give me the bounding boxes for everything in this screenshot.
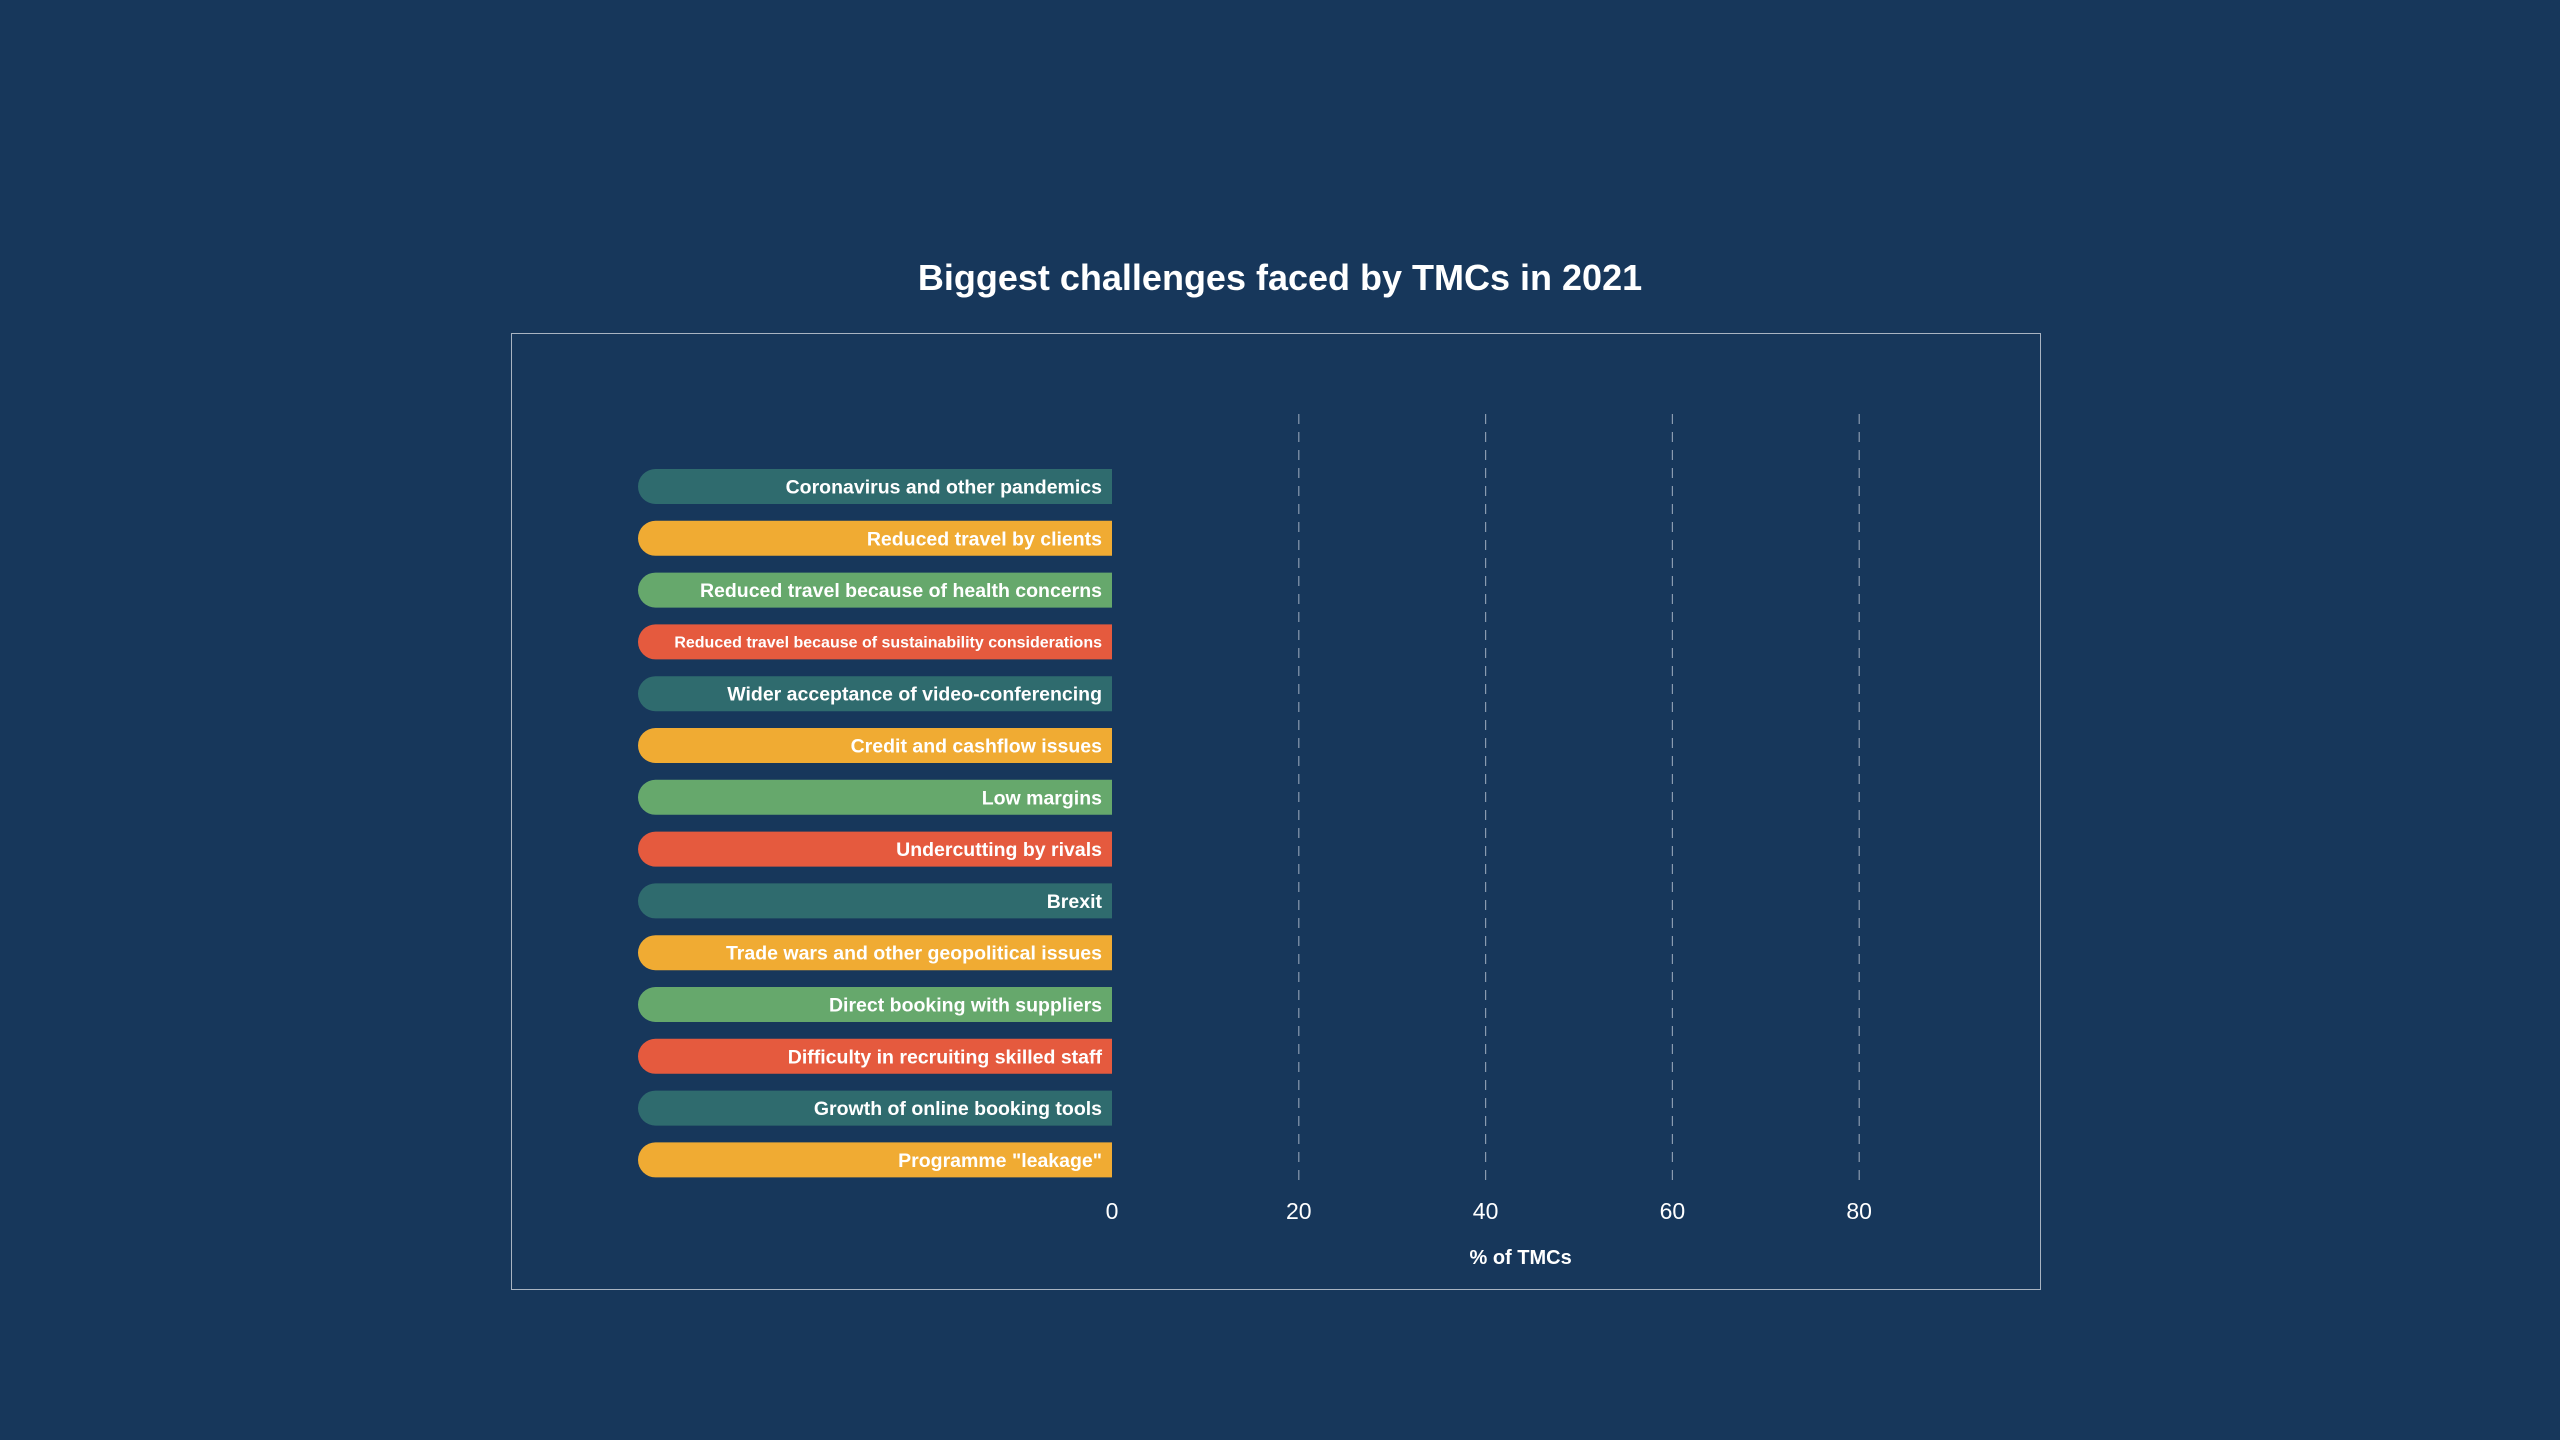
chart-title: Biggest challenges faced by TMCs in 2021 bbox=[917, 257, 1643, 298]
x-tick-label: 0 bbox=[1106, 1198, 1119, 1224]
category-label: Growth of online booking tools bbox=[814, 1098, 1102, 1120]
category-label-pill bbox=[638, 520, 1112, 556]
category-label: Reduced travel because of health concern… bbox=[700, 580, 1102, 602]
category-label: Low margins bbox=[982, 787, 1102, 809]
x-tick-label: 60 bbox=[1660, 1198, 1686, 1224]
category-label-pill bbox=[638, 572, 1112, 608]
category-label: Undercutting by rivals bbox=[896, 839, 1102, 861]
category-label-pill bbox=[638, 624, 1112, 660]
x-tick-label: 80 bbox=[1846, 1198, 1872, 1224]
category-label: Reduced travel by clients bbox=[867, 528, 1102, 550]
category-label-pill bbox=[638, 831, 1112, 867]
x-axis-title: % of TMCs bbox=[1469, 1247, 1571, 1269]
x-tick-label: 40 bbox=[1473, 1198, 1499, 1224]
x-tick-label: 20 bbox=[1286, 1198, 1312, 1224]
category-label-pill bbox=[638, 1090, 1112, 1126]
category-label-pill bbox=[638, 935, 1112, 971]
category-label-pill bbox=[638, 728, 1112, 763]
category-label: Difficulty in recruiting skilled staff bbox=[788, 1046, 1103, 1068]
category-label-pill bbox=[638, 1038, 1112, 1074]
category-label-pill bbox=[638, 469, 1112, 504]
category-label-pill bbox=[638, 779, 1112, 815]
category-label: Trade wars and other geopolitical issues bbox=[726, 943, 1102, 965]
chart-frame: 0 20 40 60 80 % of TMCs Coronavirus and other … bbox=[511, 333, 2041, 1290]
category-label-pill bbox=[638, 987, 1112, 1022]
category-label: Direct booking with suppliers bbox=[829, 995, 1102, 1017]
category-label: Brexit bbox=[1047, 891, 1103, 913]
category-label-pill bbox=[638, 676, 1112, 712]
chart-plot: 0 20 40 60 80 % of TMCs Coronavirus and other … bbox=[638, 414, 1872, 1269]
category-label: Credit and cashflow issues bbox=[851, 736, 1103, 758]
category-label-pill bbox=[638, 1142, 1112, 1178]
category-label-pill bbox=[638, 883, 1112, 919]
category-label: Programme "leakage" bbox=[898, 1150, 1102, 1172]
category-label: Wider acceptance of video-conferencing bbox=[727, 684, 1102, 706]
category-label: Reduced travel because of sustainability… bbox=[674, 635, 1102, 652]
category-label: Coronavirus and other pandemics bbox=[786, 477, 1103, 499]
